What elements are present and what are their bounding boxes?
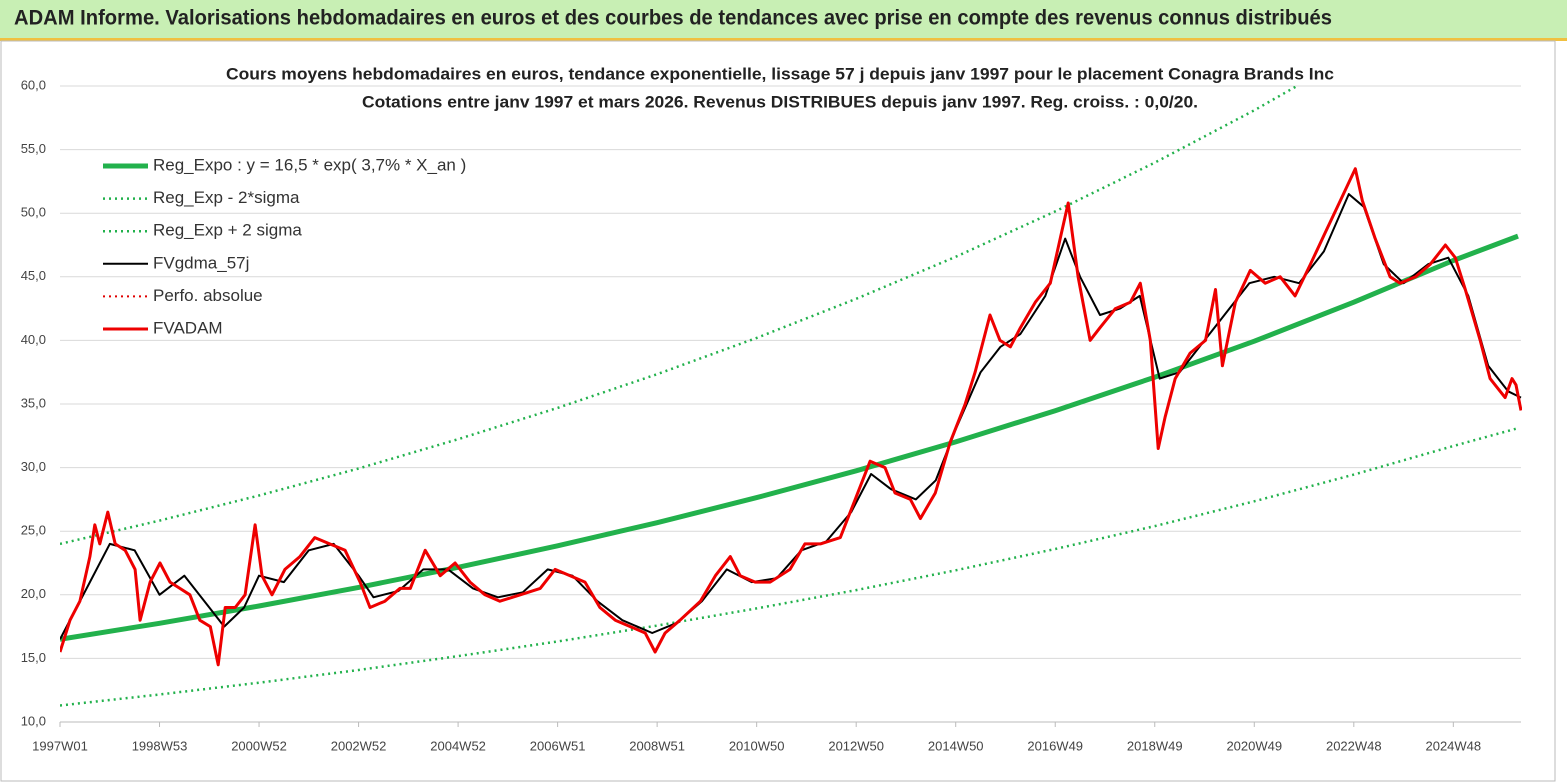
x-tick-label: 2016W49 (1027, 738, 1083, 753)
y-tick-label: 60,0 (21, 77, 46, 92)
series-line (60, 167, 1522, 667)
x-tick-label: 2006W51 (530, 738, 586, 753)
banner-rule (0, 38, 1567, 41)
y-tick-label: 55,0 (21, 141, 46, 156)
x-tick-label: 2010W50 (729, 738, 785, 753)
y-tick-label: 40,0 (21, 332, 46, 347)
legend-label: FVgdma_57j (153, 253, 249, 272)
x-tick-label: 2000W52 (231, 738, 287, 753)
x-tick-label: 2020W49 (1226, 738, 1282, 753)
x-tick-label: 1997W01 (32, 738, 88, 753)
y-tick-label: 25,0 (21, 523, 46, 538)
y-tick-label: 15,0 (21, 650, 46, 665)
legend-label: Perfo. absolue (153, 286, 263, 305)
x-tick-label: 2012W50 (828, 738, 884, 753)
legend-label: FVADAM (153, 318, 223, 337)
plot-frame (0, 40, 1556, 782)
legend-label: Reg_Exp - 2*sigma (153, 188, 300, 207)
series-line (60, 86, 1300, 546)
x-tick-label: 2002W52 (331, 738, 387, 753)
y-tick-label: 30,0 (21, 459, 46, 474)
x-tick-label: 2004W52 (430, 738, 486, 753)
x-tick-label: 2022W48 (1326, 738, 1382, 753)
chart-title: Cours moyens hebdomadaires en euros, ten… (226, 64, 1334, 83)
x-tick-label: 2018W49 (1127, 738, 1183, 753)
x-tick-label: 2008W51 (629, 738, 685, 753)
legend-label: Reg_Expo : y = 16,5 * exp( 3,7% * X_an ) (153, 155, 466, 174)
x-tick-label: 1998W53 (132, 738, 188, 753)
y-tick-label: 50,0 (21, 205, 46, 220)
y-tick-label: 10,0 (21, 713, 46, 728)
series-line (60, 233, 1519, 642)
chart-subtitle: Cotations entre janv 1997 et mars 2026. … (362, 92, 1198, 111)
banner (0, 0, 1567, 38)
x-tick-label: 2024W48 (1425, 738, 1481, 753)
x-tick-label: 2014W50 (928, 738, 984, 753)
page-title: ADAM Informe. Valorisations hebdomadaire… (14, 7, 1332, 30)
legend-label: Reg_Exp + 2 sigma (153, 221, 302, 240)
y-tick-label: 20,0 (21, 586, 46, 601)
y-tick-label: 45,0 (21, 268, 46, 283)
y-tick-label: 35,0 (21, 395, 46, 410)
